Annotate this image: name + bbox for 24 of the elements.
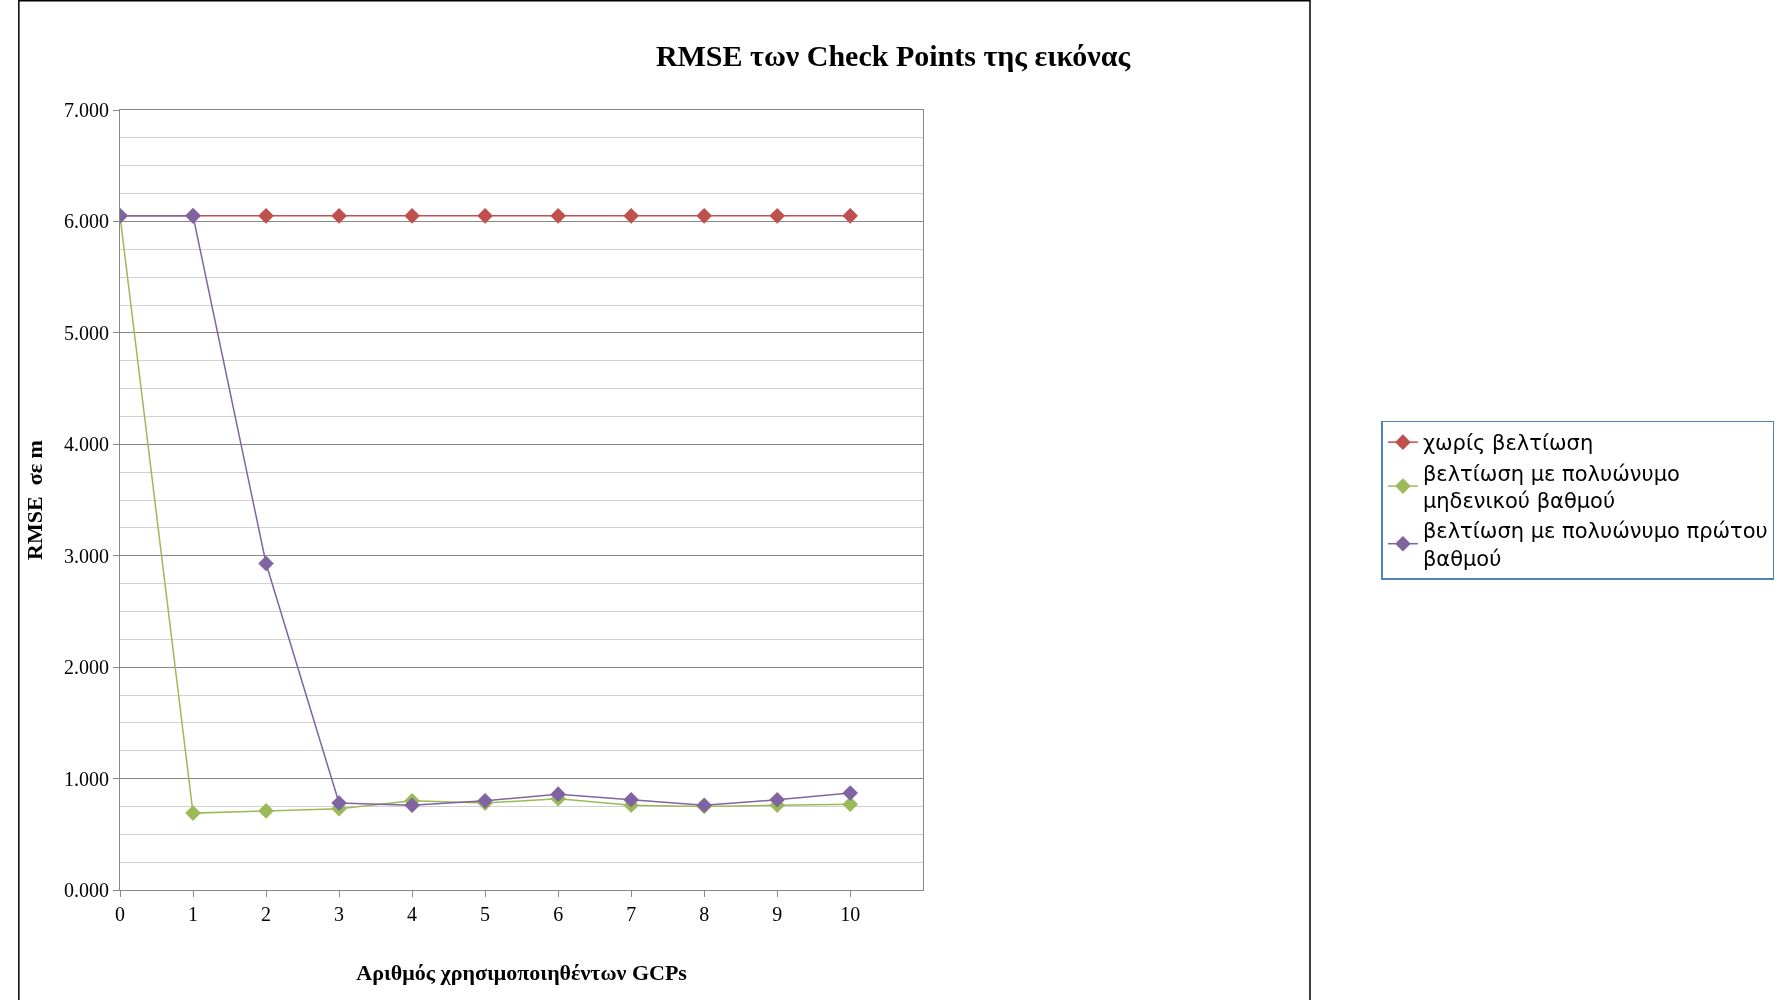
x-tick-label: 7 bbox=[626, 903, 637, 925]
y-tick-label: 3.000 bbox=[64, 544, 109, 567]
x-tick-label: 4 bbox=[407, 903, 418, 925]
y-tick-label: 4.000 bbox=[64, 433, 109, 456]
y-tick-label: 6.000 bbox=[64, 210, 109, 233]
x-tick-label: 9 bbox=[772, 903, 783, 925]
legend-label: βελτίωση με πολυώνυμο πρώτου βαθμού bbox=[1422, 519, 1768, 571]
y-axis-title: RMSE σε m bbox=[21, 440, 47, 560]
x-tick-label: 8 bbox=[699, 903, 710, 925]
x-tick-label: 5 bbox=[480, 903, 491, 925]
y-tick-label: 0.000 bbox=[64, 879, 109, 901]
x-tick-label: 3 bbox=[334, 903, 345, 925]
x-tick-label: 10 bbox=[840, 903, 861, 925]
legend-label: χωρίς βελτίωση bbox=[1422, 431, 1594, 456]
x-tick-label: 6 bbox=[553, 903, 564, 925]
x-tick-label: 2 bbox=[261, 903, 272, 925]
x-axis-title: Αριθμός χρησιμοποιηθέντων GCPs bbox=[356, 959, 688, 985]
chart-title: RMSE των Check Points της εικόνας bbox=[655, 39, 1131, 72]
y-tick-label: 5.000 bbox=[64, 321, 109, 344]
y-tick-label: 7.000 bbox=[64, 99, 109, 121]
y-tick-label: 2.000 bbox=[64, 656, 109, 679]
x-tick-label: 0 bbox=[115, 903, 125, 925]
x-tick-label: 1 bbox=[188, 903, 199, 925]
y-tick-label: 1.000 bbox=[64, 767, 109, 790]
